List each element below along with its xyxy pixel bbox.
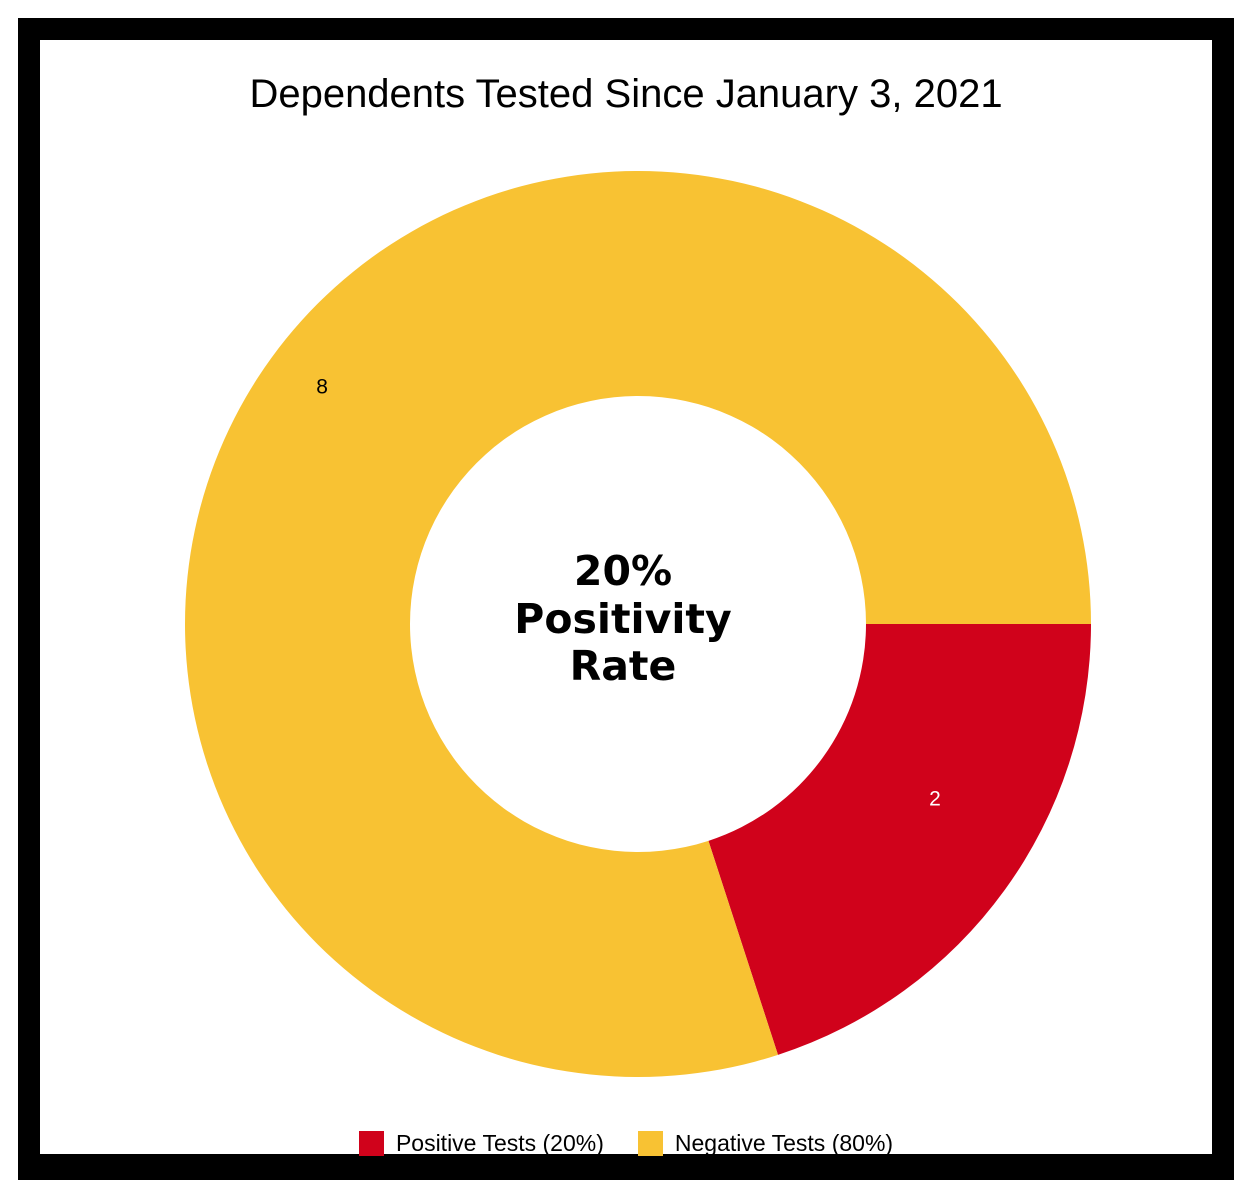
chart-legend: Positive Tests (20%) Negative Tests (80%…: [40, 1130, 1212, 1157]
legend-label-positive: Positive Tests (20%): [395, 1130, 604, 1156]
legend-swatch-negative: [637, 1131, 663, 1156]
chart-frame: Dependents Tested Since January 3, 2021 …: [18, 18, 1234, 1180]
donut-slice-negative[interactable]: [184, 171, 1091, 1077]
donut-slice-positive[interactable]: [708, 624, 1091, 1055]
legend-item-negative[interactable]: Negative Tests (80%): [637, 1130, 894, 1157]
chart-panel: Dependents Tested Since January 3, 2021 …: [40, 40, 1212, 1157]
legend-item-positive[interactable]: Positive Tests (20%): [358, 1130, 604, 1157]
center-label-line-2: Positivity: [514, 595, 731, 643]
legend-swatch-positive: [358, 1131, 384, 1156]
chart-title: Dependents Tested Since January 3, 2021: [249, 72, 1003, 116]
center-label-line-1: 20%: [574, 547, 672, 595]
slice-value-label-negative: 8: [316, 376, 328, 399]
center-label-line-3: Rate: [570, 642, 677, 690]
donut-chart: 2 8 20% Positivity Rate: [184, 171, 1091, 1077]
legend-label-negative: Negative Tests (80%): [674, 1130, 894, 1156]
slice-value-label-positive: 2: [929, 787, 941, 810]
